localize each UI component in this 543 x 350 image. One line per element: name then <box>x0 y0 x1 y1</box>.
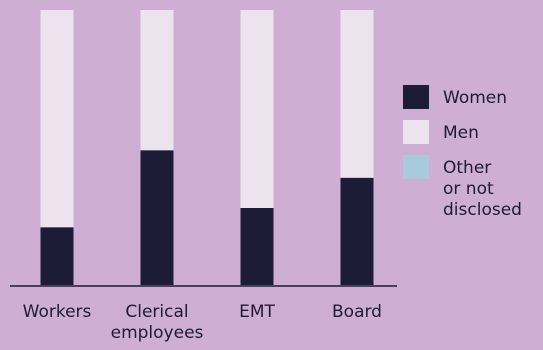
bars-group <box>40 10 374 285</box>
x-tick-label-workers: Workers <box>23 302 92 322</box>
legend-label-line: Women <box>443 88 507 108</box>
x-tick-label-line: Workers <box>23 302 92 322</box>
legend-label-line: Other <box>443 158 491 178</box>
legend-swatch-women <box>403 85 429 109</box>
legend-label-other-or-not-disclosed: Other or not disclosed <box>443 158 522 220</box>
legend-swatch-other-or-not-disclosed <box>403 155 429 179</box>
legend-label-line: or not <box>443 179 494 199</box>
bar-workers-men <box>40 10 74 228</box>
x-tick-label-line: Clerical <box>125 302 188 322</box>
legend-swatch-men <box>403 120 429 144</box>
legend-label-women: Women <box>443 88 507 108</box>
legend: Women Men Other or not disclosed <box>403 85 522 220</box>
x-tick-label-line: EMT <box>239 302 275 322</box>
x-tick-label-clerical-employees: Clerical employees <box>111 302 204 343</box>
x-tick-label-line: employees <box>111 323 204 343</box>
legend-label-men: Men <box>443 123 479 143</box>
x-tick-label-board: Board <box>332 302 382 322</box>
bar-workers-women <box>40 227 74 285</box>
bar-clerical-employees-men <box>140 10 174 151</box>
x-tick-label-emt: EMT <box>239 302 275 322</box>
bar-emt-men <box>240 10 274 208</box>
bar-emt-women <box>240 208 274 285</box>
bar-board-women <box>340 177 374 285</box>
bar-board-men <box>340 10 374 178</box>
x-tick-labels: Workers Clerical employees EMT Board <box>23 302 382 343</box>
x-tick-label-line: Board <box>332 302 382 322</box>
legend-label-line: disclosed <box>443 200 522 220</box>
bar-clerical-employees-women <box>140 150 174 285</box>
legend-label-line: Men <box>443 123 479 143</box>
